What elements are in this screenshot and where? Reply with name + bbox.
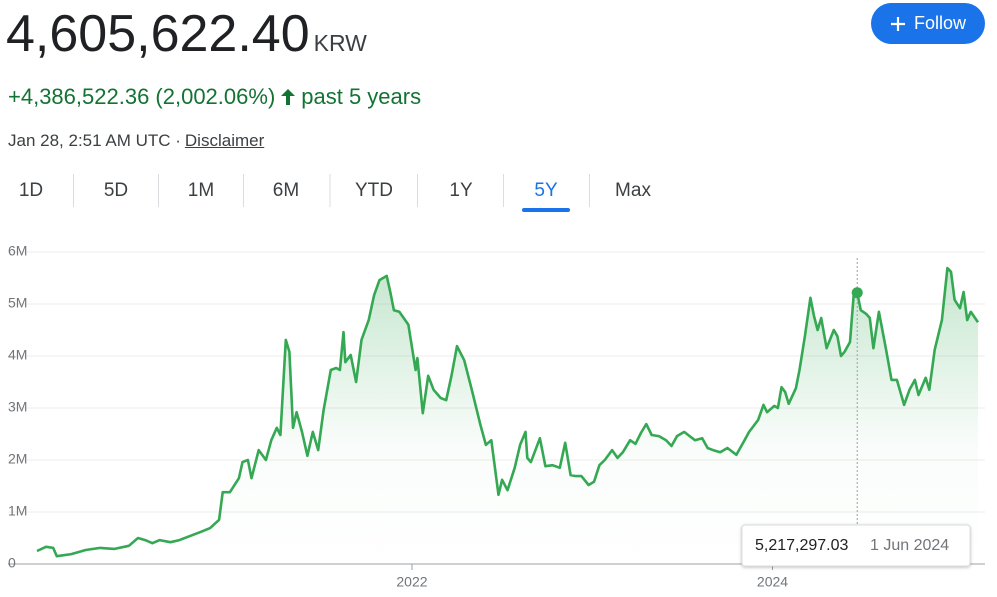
tab[interactable]: 5Y — [534, 180, 558, 201]
period: past 5 years — [301, 84, 422, 109]
price-row: 4,605,622.40 KRW — [6, 4, 367, 73]
y-tick-label: 6M — [8, 243, 27, 259]
tooltip-date: 1 Jun 2024 — [870, 537, 949, 554]
y-tick-label: 1M — [8, 503, 27, 519]
tab-underline — [522, 208, 570, 212]
currency: KRW — [313, 30, 367, 56]
y-tick-label: 3M — [8, 399, 27, 415]
y-tick-label: 5M — [8, 295, 27, 311]
disclaimer-link[interactable]: Disclaimer — [184, 131, 265, 150]
change: +4,386,522.36 (2,002.06%) — [8, 84, 276, 109]
tab[interactable]: 5D — [104, 180, 128, 201]
tooltip-box — [741, 524, 971, 567]
tooltip-value: 5,217,297.03 — [755, 537, 849, 554]
hover-dot — [851, 287, 863, 299]
timestamp-row: Jan 28, 2:51 AM UTC · Disclaimer — [8, 131, 264, 151]
change-row: +4,386,522.36 (2,002.06%) past 5 years — [8, 84, 421, 110]
tab[interactable]: YTD — [355, 180, 393, 201]
tab[interactable]: 1Y — [449, 180, 473, 201]
tab[interactable]: Max — [615, 180, 651, 201]
follow-label: Follow — [913, 13, 966, 33]
tab[interactable]: 6M — [273, 180, 299, 201]
y-tick-label: 2M — [8, 451, 27, 467]
up-arrow — [281, 89, 296, 105]
follow-button[interactable]: Follow — [871, 3, 985, 44]
price: 4,605,622.40 — [6, 5, 310, 63]
area — [37, 268, 978, 564]
y-tick-label: 4M — [8, 347, 27, 363]
tab[interactable]: 1D — [19, 180, 43, 201]
x-tick-label: 2024 — [757, 574, 788, 590]
x-tick-label: 2022 — [396, 574, 427, 590]
timestamp: Jan 28, 2:51 AM UTC · — [8, 131, 181, 150]
tab[interactable]: 1M — [188, 180, 214, 201]
plus-icon — [890, 16, 905, 31]
price-line — [36, 266, 980, 558]
y-tick-label: 0 — [8, 555, 16, 571]
